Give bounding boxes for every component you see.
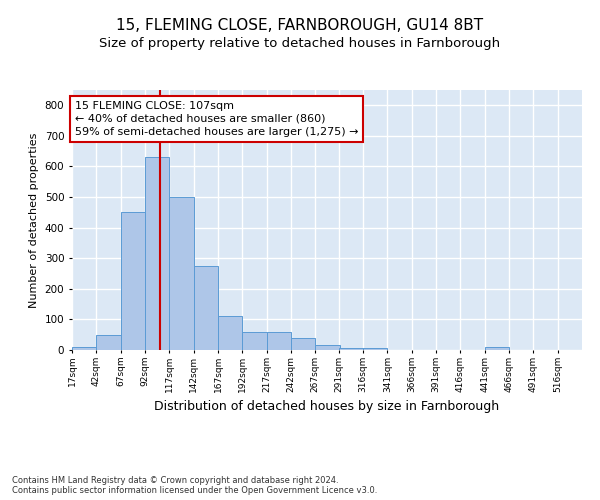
Bar <box>338 348 363 350</box>
Bar <box>194 266 218 350</box>
Text: 15, FLEMING CLOSE, FARNBOROUGH, GU14 8BT: 15, FLEMING CLOSE, FARNBOROUGH, GU14 8BT <box>116 18 484 32</box>
Bar <box>316 346 340 350</box>
Bar <box>169 197 194 350</box>
X-axis label: Distribution of detached houses by size in Farnborough: Distribution of detached houses by size … <box>154 400 500 413</box>
Bar <box>291 338 316 350</box>
Bar <box>363 348 388 350</box>
Text: 15 FLEMING CLOSE: 107sqm
← 40% of detached houses are smaller (860)
59% of semi-: 15 FLEMING CLOSE: 107sqm ← 40% of detach… <box>75 100 358 137</box>
Bar <box>97 334 121 350</box>
Text: Size of property relative to detached houses in Farnborough: Size of property relative to detached ho… <box>100 38 500 51</box>
Bar <box>485 347 509 350</box>
Y-axis label: Number of detached properties: Number of detached properties <box>29 132 39 308</box>
Bar <box>218 316 242 350</box>
Bar <box>242 332 266 350</box>
Bar <box>266 332 291 350</box>
Text: Contains HM Land Registry data © Crown copyright and database right 2024.
Contai: Contains HM Land Registry data © Crown c… <box>12 476 377 495</box>
Bar <box>121 212 145 350</box>
Bar <box>145 158 169 350</box>
Bar <box>72 347 97 350</box>
